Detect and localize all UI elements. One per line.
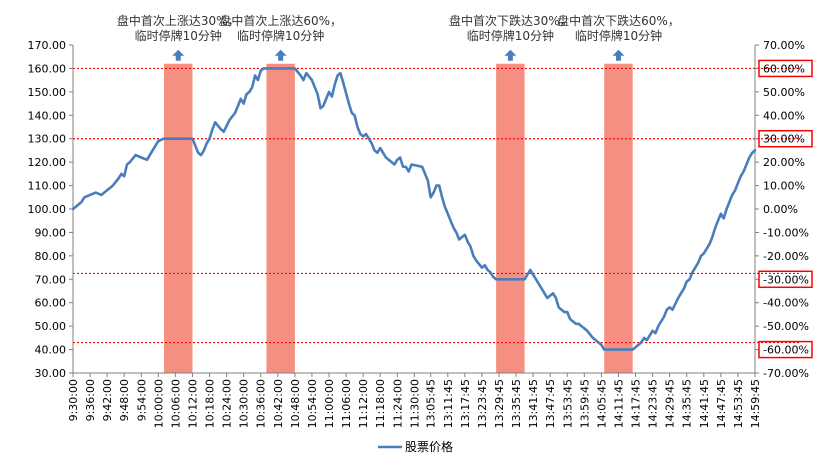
left-tick-label: 80.00 — [35, 250, 67, 263]
up-arrow-icon — [612, 49, 625, 61]
x-tick-label: 14:11:45 — [612, 379, 625, 428]
halt-label-line1: 盘中首次上涨达30%， — [117, 13, 240, 28]
x-tick-label: 10:36:00 — [255, 379, 268, 428]
right-tick-label: -70.00% — [763, 367, 809, 380]
series-line-1 — [71, 67, 757, 351]
halt-label-line1: 盘中首次上涨达60%， — [219, 13, 342, 28]
left-tick-label: 150.00 — [28, 86, 67, 99]
threshold-box — [758, 59, 813, 78]
up-arrow-icon — [172, 49, 185, 61]
x-tick-label: 14:29:45 — [664, 379, 677, 428]
left-tick-label: 70.00 — [35, 273, 67, 286]
x-tick-label: 11:00:00 — [323, 379, 336, 428]
up-arrow-icon — [274, 49, 287, 61]
right-tick-label: 70.00% — [763, 39, 805, 52]
x-tick-label: 10:48:00 — [289, 379, 302, 428]
x-tick-label: 14:59:45 — [749, 379, 762, 428]
left-tick-label: 100.00 — [28, 203, 67, 216]
x-tick-label: 13:41:45 — [527, 379, 540, 428]
x-tick-label: 9:42:00 — [101, 379, 114, 421]
x-tick-label: 14:41:45 — [698, 379, 711, 428]
right-tick-label: -40.00% — [763, 297, 809, 310]
halt-band-4 — [604, 63, 633, 373]
left-tick-label: 170.00 — [28, 39, 67, 52]
right-tick-label: -20.00% — [763, 250, 809, 263]
left-tick-label: 130.00 — [28, 133, 67, 146]
x-tick-label: 13:23:45 — [476, 379, 489, 428]
halt-label-line2: 临时停牌10分钟 — [237, 28, 324, 43]
halt-label-line1: 盘中首次下跌达60%， — [557, 13, 680, 28]
right-tick-label: -60.00% — [763, 344, 809, 357]
x-tick-label: 13:29:45 — [493, 379, 506, 428]
legend-label: 股票价格 — [405, 439, 453, 454]
threshold-box — [758, 129, 813, 148]
x-tick-label: 13:59:45 — [578, 379, 591, 428]
x-tick-label: 11:18:00 — [374, 379, 387, 428]
x-tick-label: 11:06:00 — [340, 379, 353, 428]
left-tick-label: 160.00 — [28, 62, 67, 75]
right-tick-label: 20.00% — [763, 156, 805, 169]
x-tick-label: 10:00:00 — [152, 379, 165, 428]
left-tick-label: 110.00 — [28, 180, 67, 193]
halt-label-line2: 临时停牌10分钟 — [135, 28, 222, 43]
x-tick-label: 14:17:45 — [630, 379, 643, 428]
up-arrow-icon — [504, 49, 517, 61]
halt-label-line1: 盘中首次下跌达30%， — [449, 13, 572, 28]
x-tick-label: 10:30:00 — [238, 379, 251, 428]
left-tick-label: 50.00 — [35, 320, 67, 333]
x-tick-label: 10:42:00 — [272, 379, 285, 428]
right-tick-label: 10.00% — [763, 180, 805, 193]
right-tick-label: 30.00% — [763, 133, 805, 146]
x-tick-label: 14:47:45 — [715, 379, 728, 428]
halt-band-2 — [266, 63, 295, 373]
right-tick-label: 40.00% — [763, 109, 805, 122]
x-tick-label: 13:35:45 — [510, 379, 523, 428]
left-tick-label: 30.00 — [35, 367, 67, 380]
x-tick-label: 10:54:00 — [306, 379, 319, 428]
x-tick-label: 10:24:00 — [221, 379, 234, 428]
right-tick-label: -10.00% — [763, 226, 809, 239]
x-tick-label: 13:53:45 — [561, 379, 574, 428]
x-tick-label: 9:48:00 — [118, 379, 131, 421]
threshold-box — [758, 270, 813, 289]
left-tick-label: 140.00 — [28, 109, 67, 122]
x-tick-label: 11:30:00 — [408, 379, 421, 428]
right-tick-label: 60.00% — [763, 62, 805, 75]
x-tick-label: 11:12:00 — [357, 379, 370, 428]
left-tick-label: 90.00 — [35, 226, 67, 239]
x-tick-label: 11:24:00 — [391, 379, 404, 428]
halt-band-3 — [496, 63, 525, 373]
x-tick-label: 13:11:45 — [442, 379, 455, 428]
x-tick-label: 14:05:45 — [595, 379, 608, 428]
halt-label-line2: 临时停牌10分钟 — [467, 28, 554, 43]
right-tick-label: 0.00% — [763, 203, 798, 216]
right-tick-label: -30.00% — [763, 273, 809, 286]
x-tick-label: 14:23:45 — [647, 379, 660, 428]
x-tick-label: 13:05:45 — [425, 379, 438, 428]
halt-band-1 — [164, 63, 193, 373]
x-tick-label: 9:54:00 — [135, 379, 148, 421]
x-tick-label: 10:18:00 — [204, 379, 217, 428]
x-tick-label: 10:12:00 — [186, 379, 199, 428]
threshold-box — [758, 340, 813, 359]
left-tick-label: 120.00 — [28, 156, 67, 169]
x-tick-label: 13:47:45 — [544, 379, 557, 428]
right-tick-label: -50.00% — [763, 320, 809, 333]
x-tick-label: 9:36:00 — [84, 379, 97, 421]
x-tick-label: 13:17:45 — [459, 379, 472, 428]
left-tick-label: 60.00 — [35, 297, 67, 310]
left-tick-label: 40.00 — [35, 344, 67, 357]
x-tick-label: 9:30:00 — [67, 379, 80, 421]
x-tick-label: 14:53:45 — [732, 379, 745, 428]
right-tick-label: 50.00% — [763, 86, 805, 99]
x-tick-label: 14:35:45 — [681, 379, 694, 428]
halt-label-line2: 临时停牌10分钟 — [575, 28, 662, 43]
x-tick-label: 10:06:00 — [169, 379, 182, 428]
